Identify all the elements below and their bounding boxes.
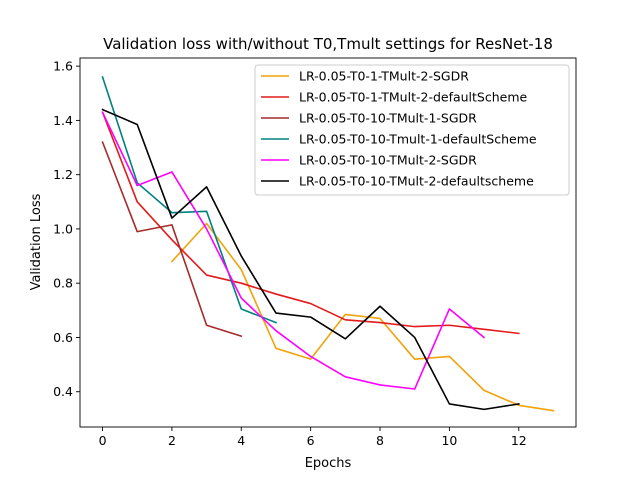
- y-tick-label: 1.4: [53, 113, 73, 128]
- x-axis-label: Epochs: [305, 456, 352, 471]
- x-tick-label: 6: [307, 433, 315, 448]
- legend-box: [254, 64, 570, 196]
- series-line-1: [170, 222, 555, 412]
- legend-entry-label: LR-0.05-T0-10-Tmult-1-defaultScheme: [299, 132, 537, 147]
- legend-entry-label: LR-0.05-T0-10-TMult-2-defaultscheme: [299, 174, 534, 189]
- chart-title: Validation loss with/without T0,Tmult se…: [103, 35, 553, 53]
- y-axis-label: Validation Loss: [29, 193, 44, 290]
- x-tick-label: 12: [511, 433, 527, 448]
- x-tick-label: 0: [99, 433, 107, 448]
- series-line-5: [101, 111, 486, 390]
- series-line-3: [101, 141, 243, 338]
- y-tick-label: 1.2: [53, 167, 73, 182]
- legend-entry-label: LR-0.05-T0-1-TMult-2-defaultScheme: [299, 90, 528, 105]
- series-line-6: [101, 108, 520, 411]
- legend: LR-0.05-T0-1-TMult-2-SGDR LR-0.05-T0-1-TM…: [254, 64, 570, 196]
- x-tick-label: 4: [237, 433, 245, 448]
- y-tick-label: 0.8: [53, 276, 73, 291]
- x-tick-label: 2: [168, 433, 176, 448]
- axes-frame: [79, 57, 577, 428]
- plot-area: 0 2 4 6 8 10 12 0.4 0.6 0.8 1.0 1.2 1.4 1.6: [53, 57, 577, 448]
- series-line-4: [101, 75, 278, 324]
- legend-entry-label: LR-0.05-T0-1-TMult-2-SGDR: [299, 69, 469, 84]
- x-tick-label: 10: [441, 433, 457, 448]
- y-tick-label: 1.6: [53, 59, 73, 74]
- y-tick-label: 0.6: [53, 330, 73, 345]
- legend-entry-label: LR-0.05-T0-10-TMult-2-SGDR: [299, 153, 477, 168]
- legend-entry-label: LR-0.05-T0-10-TMult-1-SGDR: [299, 111, 477, 126]
- series-line-2: [101, 111, 520, 335]
- x-tick-label: 8: [376, 433, 384, 448]
- y-tick-label: 1.0: [53, 221, 73, 236]
- y-tick-label: 0.4: [53, 384, 73, 399]
